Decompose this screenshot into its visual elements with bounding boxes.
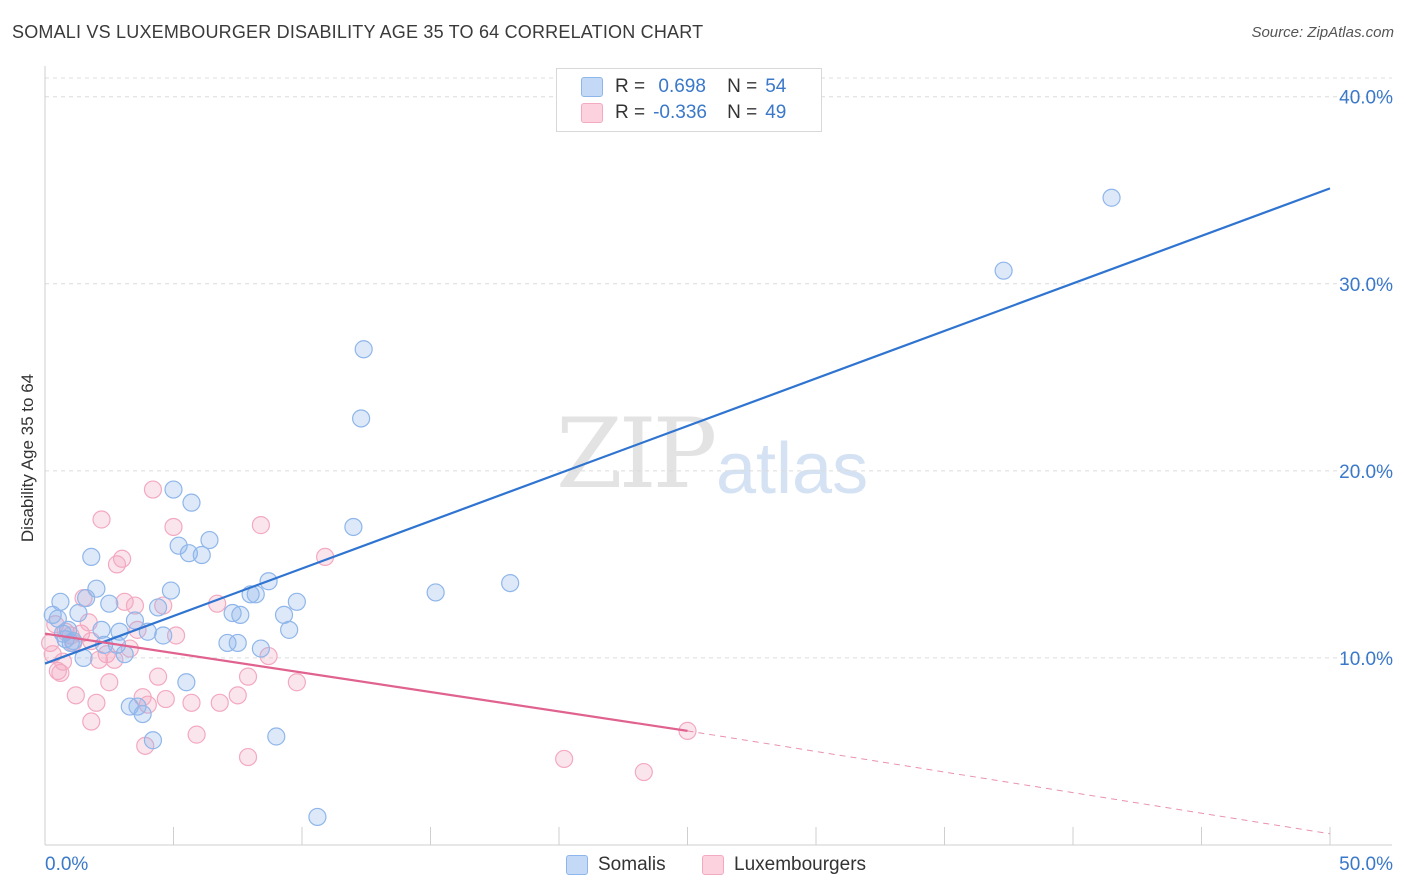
somali-point [69,603,88,623]
luxembourger-point [51,663,70,682]
somali-point [87,579,106,598]
watermark-atlas: atlas [716,429,869,509]
luxembourger-point [125,596,145,615]
luxembourger-point [112,549,132,568]
luxembourger-point [238,667,258,686]
legend-n-label: N = [727,76,758,97]
somali-point [82,547,101,567]
somali-point [308,807,327,827]
luxembourger-point [115,592,134,611]
legend-r-label: R = [615,102,646,123]
x-tick-label-min: 0.0% [45,854,88,875]
luxembourger-point [555,749,574,769]
somali-point [77,588,96,608]
luxembourger-point [182,693,201,712]
luxembourgers-legend-label: Luxembourgers [734,854,867,875]
somali-point [501,573,520,593]
somali-point [228,633,247,653]
legend-n-value: 49 [765,102,787,123]
luxembourger-point [100,673,119,692]
somali-point [177,673,196,692]
legend-r-value: -0.336 [653,102,707,123]
y-axis-label: Disability Age 35 to 64 [18,373,37,543]
luxembourger-point [210,693,229,712]
watermark-zip: ZIP [556,398,717,510]
chart-title: SOMALI VS LUXEMBOURGER DISABILITY AGE 35… [12,22,704,42]
somali-point [92,620,111,639]
bottom-legend-somalis: Somalis [566,852,666,878]
somali-point [182,493,201,512]
luxembourger-point [148,667,168,686]
legend-r-label: R = [615,76,646,97]
somali-point [426,583,445,602]
luxembourgers-legend-icon [702,855,724,875]
source-label: Source: ZipAtlas.com [1251,24,1394,41]
luxembourger-point [48,661,67,681]
somali-point [200,530,219,550]
luxembourger-point [87,693,106,712]
somali-point [352,409,371,428]
luxembourger-point [166,626,186,645]
luxembourger-point [105,650,124,669]
luxembourger-point [187,725,206,744]
somali-point [231,605,250,625]
legend-n-label: N = [727,102,758,123]
somali-point [218,633,237,653]
somali-point [354,340,373,359]
somali-point [154,626,173,645]
somali-point [100,594,119,613]
somali-point [169,536,188,555]
legend-row-luxembourgers: R = -0.336 N = 49 [581,101,786,125]
somali-point [161,581,181,600]
luxembourger-point [259,646,278,666]
luxembourger-point [238,747,258,767]
somalis-legend-label: Somalis [598,854,666,875]
legend-row-somalis: R = 0.698 N = 54 [581,75,786,99]
somali-trend-line [44,187,1331,665]
luxembourger-point [107,555,127,574]
luxembourger-trend-extension [687,730,1331,835]
luxembourger-point [156,689,175,709]
y-tick-label: 30.0% [1339,275,1393,296]
somali-point [115,645,134,664]
luxembourger-point [143,480,163,499]
correlation-legend: R = 0.698 N = 54 R = -0.336 N = 49 [556,68,822,132]
somalis-swatch-icon [581,77,603,97]
y-tick-label: 20.0% [1339,462,1393,483]
y-tick-label: 40.0% [1339,88,1393,109]
somali-point [994,261,1013,280]
luxembourgers-swatch-icon [581,103,603,123]
bottom-legend-luxembourgers: Luxembourgers [702,852,866,878]
somali-point [133,704,152,724]
luxembourger-point [251,516,270,535]
luxembourger-point [66,686,85,705]
somali-point [251,639,270,658]
luxembourger-point [164,517,183,537]
somali-point [1102,188,1121,207]
y-tick-label: 10.0% [1339,649,1393,670]
somali-point [344,517,363,537]
somali-point [280,620,299,639]
luxembourger-point [634,762,653,782]
somali-point [192,545,211,565]
legend-r-value: 0.698 [653,76,706,97]
luxembourger-point [92,510,111,529]
luxembourger-point [82,712,101,731]
somalis-legend-icon [566,855,588,875]
somali-point [125,611,145,630]
somali-point [51,592,70,611]
x-tick-label-max: 50.0% [1339,854,1393,875]
somali-point [64,631,83,651]
luxembourger-trend-line [44,632,688,732]
luxembourger-point [287,673,306,692]
somali-point [164,480,183,499]
somali-point [148,598,168,617]
luxembourger-point [228,686,247,705]
somali-point [143,731,163,750]
somali-point [287,592,306,611]
legend-n-value: 54 [765,76,787,97]
somali-point [267,727,286,746]
